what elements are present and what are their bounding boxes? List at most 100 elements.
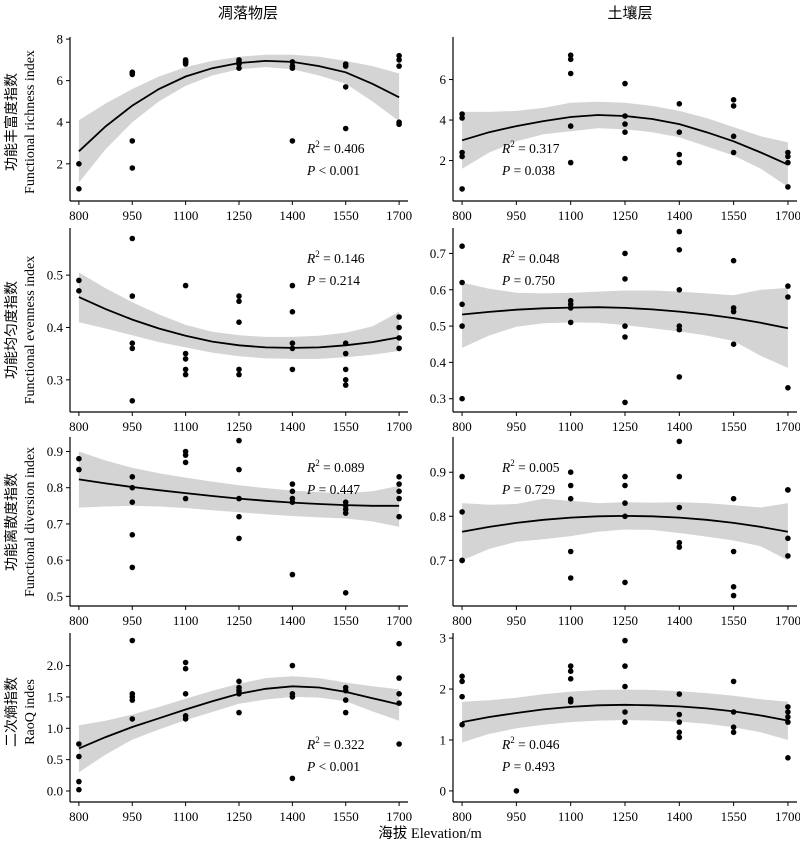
data-point <box>785 184 791 190</box>
data-point <box>342 366 349 373</box>
y-tick-label: 2 <box>440 153 447 168</box>
data-point <box>182 691 189 697</box>
data-point <box>730 133 737 140</box>
data-point <box>396 675 402 681</box>
data-point <box>236 691 242 697</box>
confidence-band <box>78 54 400 183</box>
r-squared-label: R2 = 0.146 <box>306 249 365 266</box>
data-point <box>676 711 683 718</box>
data-point <box>396 481 402 487</box>
data-point <box>396 700 402 706</box>
data-point <box>236 298 242 305</box>
data-point <box>182 665 189 672</box>
data-point <box>76 277 82 284</box>
p-value-label: P = 0.214 <box>306 273 360 288</box>
data-point <box>289 138 296 144</box>
x-tick-label: 1400 <box>666 208 692 223</box>
data-point <box>342 590 349 596</box>
row-label-divergence-zh: 功能离散度指数 <box>3 473 20 571</box>
data-point <box>459 678 465 685</box>
data-point <box>129 716 136 722</box>
panel-soil-raoq: 0 1 2 3 800 950 1100 1250 1400 1550 1700 R2 = 0.046… <box>440 631 800 824</box>
data-point <box>129 345 136 352</box>
data-point <box>182 716 189 722</box>
data-point <box>182 282 189 289</box>
data-point <box>342 382 349 388</box>
y-tick-label: 0.6 <box>430 282 447 297</box>
data-point <box>567 159 574 166</box>
data-point <box>289 481 296 487</box>
data-point <box>182 495 189 502</box>
data-point <box>76 466 82 473</box>
row-label-evenness: 功能均匀度指数 Functional evenness index <box>4 256 38 405</box>
y-tick-label: 0.7 <box>47 516 64 531</box>
data-point <box>567 676 574 682</box>
data-point <box>289 488 296 495</box>
data-point <box>622 113 628 119</box>
data-point <box>622 500 628 506</box>
row-label-divergence: 功能离散度指数 Functional diversion index <box>3 447 38 597</box>
data-point <box>342 63 349 69</box>
data-point <box>567 52 574 58</box>
data-point <box>129 293 136 299</box>
x-tick-label: 1550 <box>721 419 747 434</box>
data-point <box>396 474 402 480</box>
row-label-evenness-en: Functional evenness index <box>23 256 38 405</box>
data-point <box>396 57 402 63</box>
data-point <box>513 788 520 794</box>
data-point <box>396 324 402 331</box>
x-tick-label: 950 <box>507 809 527 824</box>
data-point <box>622 250 628 257</box>
data-point <box>622 155 628 162</box>
data-point <box>730 709 737 715</box>
data-point <box>676 159 683 166</box>
x-tick-label: 1100 <box>173 613 199 628</box>
data-point <box>785 385 791 391</box>
panel-soil-evenness: 0.3 0.4 0.5 0.6 0.7 800 950 1100 1250 1400 1550 170… <box>430 228 800 434</box>
x-tick-label: 1400 <box>666 613 692 628</box>
data-point <box>676 151 683 158</box>
data-point <box>129 138 136 144</box>
data-point <box>396 335 402 341</box>
y-tick-label: 0.7 <box>430 246 447 261</box>
data-point <box>459 673 465 680</box>
data-point <box>730 724 737 730</box>
data-point <box>459 473 465 480</box>
data-point <box>129 398 136 404</box>
x-tick-label: 800 <box>69 809 89 824</box>
y-tick-label: 0 <box>440 783 447 798</box>
y-tick-label: 0.5 <box>47 589 63 604</box>
y-tick-label: 0.4 <box>47 320 64 335</box>
data-point <box>236 437 242 444</box>
data-point <box>622 683 628 690</box>
x-tick-label: 800 <box>452 419 472 434</box>
column-title-soil: 土壤层 <box>607 4 652 22</box>
x-tick-label: 1250 <box>612 613 638 628</box>
y-tick-label: 0.9 <box>430 465 446 480</box>
data-point <box>785 719 791 725</box>
data-point <box>342 84 349 90</box>
data-point <box>785 709 791 715</box>
x-tick-label: 1700 <box>775 809 800 824</box>
r-squared-label: R2 = 0.089 <box>306 458 365 475</box>
data-point <box>129 69 136 76</box>
p-value-label: P = 0.750 <box>501 273 555 288</box>
data-point <box>182 366 189 373</box>
x-tick-label: 1550 <box>333 613 359 628</box>
x-tick-label: 1550 <box>721 809 747 824</box>
x-tick-label: 800 <box>69 613 89 628</box>
data-point <box>236 366 242 373</box>
p-value-label: P = 0.729 <box>501 482 555 497</box>
data-point <box>785 755 791 761</box>
data-point <box>289 309 296 315</box>
data-point <box>396 52 402 59</box>
data-point <box>396 63 402 69</box>
data-point <box>785 283 791 289</box>
data-point <box>76 161 82 167</box>
data-point <box>785 149 791 156</box>
confidence-band <box>462 282 788 368</box>
data-point <box>676 101 683 107</box>
data-point <box>459 301 465 308</box>
data-point <box>459 243 465 249</box>
data-point <box>730 678 737 685</box>
